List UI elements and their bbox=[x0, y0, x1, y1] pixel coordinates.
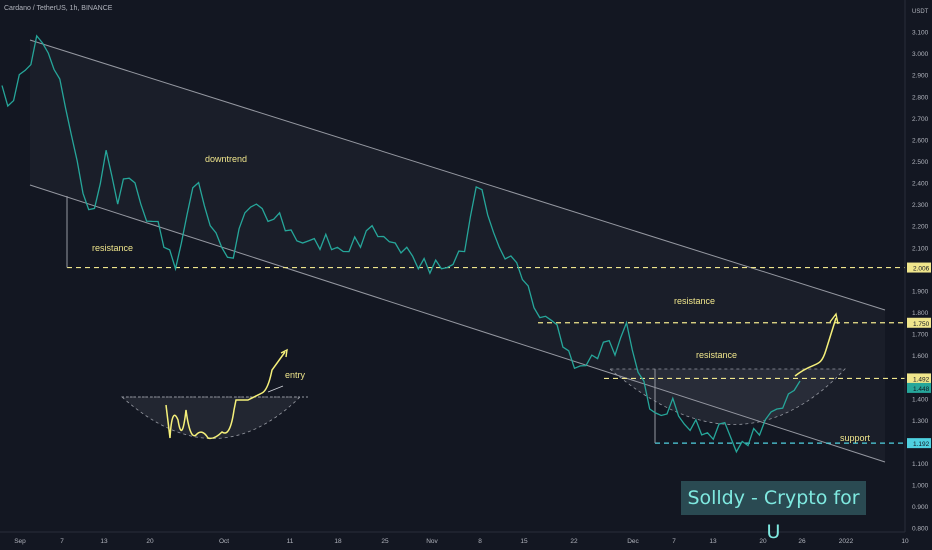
x-tick-8: Nov bbox=[426, 538, 438, 545]
x-tick-14: 13 bbox=[709, 538, 717, 545]
mini-arrowhead bbox=[280, 348, 288, 358]
x-tick-2: 13 bbox=[100, 538, 108, 545]
price-tag-label-1-492: 1.492 bbox=[913, 376, 930, 383]
x-tick-1: 7 bbox=[60, 538, 64, 545]
x-tick-4: Oct bbox=[219, 538, 229, 545]
x-tick-10: 15 bbox=[520, 538, 528, 545]
y-tick-2-700: 2.700 bbox=[912, 116, 929, 123]
price-tag-1-750 bbox=[907, 317, 931, 328]
channel-upper-line bbox=[29, 39, 886, 311]
support-label: support bbox=[840, 433, 871, 443]
x-tick-7: 25 bbox=[381, 538, 389, 545]
price-tag-1-492 bbox=[907, 373, 931, 384]
entry-label: entry bbox=[285, 370, 306, 380]
price-axis-currency: USDT bbox=[912, 9, 929, 15]
x-tick-6: 18 bbox=[334, 538, 342, 545]
y-tick-3-000: 3.000 bbox=[912, 51, 929, 58]
y-tick-3-100: 3.100 bbox=[912, 30, 929, 37]
chart-title: Cardano / TetherUS, 1h, BINANCE bbox=[4, 5, 113, 12]
channel-lower-line bbox=[29, 184, 886, 463]
y-tick-0-800: 0.800 bbox=[912, 526, 929, 533]
y-tick-2-900: 2.900 bbox=[912, 73, 929, 80]
projection-arrowhead bbox=[829, 312, 839, 325]
y-tick-2-200: 2.200 bbox=[912, 224, 929, 231]
price-tag-label-1-750: 1.750 bbox=[913, 321, 930, 328]
channel-fill bbox=[30, 40, 885, 462]
resistance-label-mid: resistance bbox=[696, 350, 737, 360]
x-tick-12: Dec bbox=[627, 538, 639, 545]
y-tick-1-600: 1.600 bbox=[912, 353, 929, 360]
price-tag-2-006 bbox=[907, 262, 931, 273]
entry-pointer bbox=[267, 385, 284, 393]
y-tick-1-700: 1.700 bbox=[912, 332, 929, 339]
mini-example-curve bbox=[165, 351, 286, 440]
x-tick-5: 11 bbox=[287, 538, 294, 545]
x-tick-11: 22 bbox=[570, 538, 578, 545]
resistance-label-left: resistance bbox=[92, 243, 133, 253]
x-tick-15: 20 bbox=[759, 538, 767, 545]
y-tick-1-400: 1.400 bbox=[912, 396, 929, 403]
y-tick-1-100: 1.100 bbox=[912, 461, 929, 468]
current-price-tag bbox=[907, 382, 931, 393]
y-tick-1-300: 1.300 bbox=[912, 418, 929, 425]
downtrend-label: downtrend bbox=[205, 154, 247, 164]
resistance-label-top: resistance bbox=[674, 296, 715, 306]
y-tick-0-900: 0.900 bbox=[912, 504, 929, 511]
y-tick-2-400: 2.400 bbox=[912, 181, 929, 188]
y-tick-1-800: 1.800 bbox=[912, 310, 929, 317]
price-tag-1-192 bbox=[907, 438, 931, 449]
x-tick-18: 10 bbox=[901, 538, 909, 545]
price-tag-label-1-192: 1.192 bbox=[913, 441, 930, 448]
current-price-label: 1.448 bbox=[913, 386, 930, 393]
x-tick-17: 2022 bbox=[839, 538, 854, 545]
x-tick-13: 7 bbox=[672, 538, 676, 545]
x-tick-9: 8 bbox=[478, 538, 482, 545]
y-tick-2-300: 2.300 bbox=[912, 202, 929, 209]
x-tick-16: 26 bbox=[798, 538, 806, 545]
price-tag-label-2-006: 2.006 bbox=[913, 266, 930, 273]
y-tick-1-900: 1.900 bbox=[912, 288, 929, 295]
projection-curve bbox=[794, 317, 837, 377]
brand-watermark: Solldy - Crypto for U bbox=[681, 481, 866, 543]
x-tick-0: Sep bbox=[14, 538, 26, 545]
cup-pattern bbox=[608, 368, 846, 425]
price-axis-background bbox=[905, 0, 932, 550]
y-tick-2-500: 2.500 bbox=[912, 159, 929, 166]
x-tick-3: 20 bbox=[146, 538, 154, 545]
y-tick-2-800: 2.800 bbox=[912, 94, 929, 101]
y-tick-1-000: 1.000 bbox=[912, 483, 929, 490]
price-line bbox=[1, 34, 801, 454]
y-tick-2-100: 2.100 bbox=[912, 245, 929, 252]
y-tick-2-600: 2.600 bbox=[912, 137, 929, 144]
